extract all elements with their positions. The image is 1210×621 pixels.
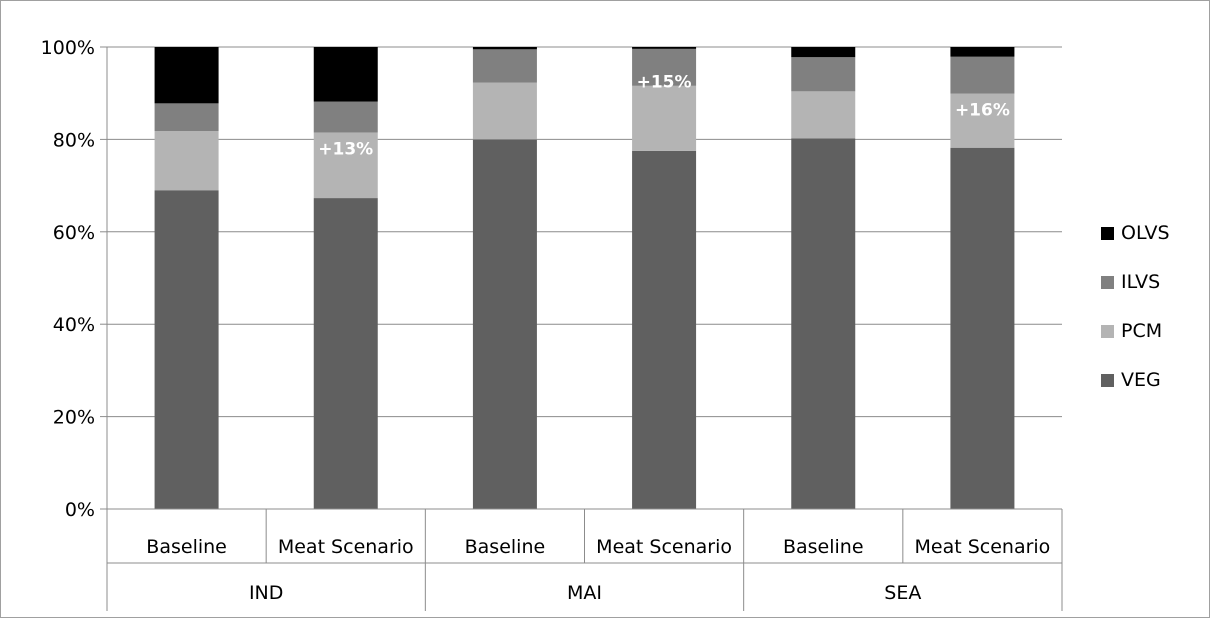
legend-swatch-ilvs [1101,276,1114,289]
bar-segment-olvs [632,47,697,49]
x-tick-label: Baseline [146,536,227,558]
data-label: +16% [955,100,1010,120]
bar-segment-veg [313,198,378,509]
y-tick-label: 80% [53,129,95,151]
bar-segment-ilvs [632,48,697,86]
bars [154,47,1015,509]
legend-swatch-pcm [1101,325,1114,338]
bar-segment-veg [154,190,219,509]
bar-segment-olvs [154,47,219,104]
legend-label-pcm: PCM [1121,320,1162,342]
y-tick-label: 100% [41,37,95,59]
x-tick-label: Meat Scenario [915,536,1051,558]
y-tick-label: 60% [53,222,95,244]
bar-segment-ilvs [472,49,537,83]
group-label: IND [249,582,283,604]
bar-segment-ilvs [950,56,1015,94]
bar-segment-veg [632,150,697,509]
gridlines [107,46,1062,418]
bar-segment-pcm [791,91,856,139]
bar-segment-pcm [154,131,219,191]
bar-segment-olvs [472,47,537,50]
group-label: SEA [884,582,921,604]
data-label: +13% [318,140,373,160]
legend-label-olvs: OLVS [1121,222,1170,244]
bar-segment-pcm [313,132,378,199]
x-tick-label: Meat Scenario [596,536,732,558]
y-axis-ticks: 0% 20% 40% 60% 80% 100% [41,37,107,521]
data-label: +15% [637,73,692,93]
bar-segment-pcm [472,82,537,140]
legend-swatch-veg [1101,374,1114,387]
bar-segment-ilvs [791,57,856,92]
y-tick-label: 40% [53,314,95,336]
x-tick-label: Meat Scenario [278,536,414,558]
group-label: MAI [567,582,602,604]
legend-swatch-olvs [1101,227,1114,240]
legend-label-ilvs: ILVS [1121,271,1160,293]
bar-segment-ilvs [313,101,378,133]
y-tick-label: 0% [65,499,95,521]
bar-segment-olvs [791,47,856,58]
bar-segment-pcm [632,85,697,151]
x-tick-label: Baseline [465,536,546,558]
bar-segment-pcm [950,93,1015,148]
legend: OLVS ILVS PCM VEG [1101,222,1170,391]
annotations: +13% +15% +16% [318,73,1010,160]
bar-segment-veg [950,147,1015,509]
bar-segment-olvs [313,47,378,102]
bar-segment-veg [472,139,537,509]
x-axis: Baseline Meat Scenario Baseline Meat Scenar… [106,47,1063,611]
bar-segment-veg [791,138,856,509]
legend-label-veg: VEG [1121,369,1161,391]
bar-segment-olvs [950,47,1015,57]
y-tick-label: 20% [53,407,95,429]
bar-segment-ilvs [154,103,219,132]
x-tick-label: Baseline [783,536,864,558]
